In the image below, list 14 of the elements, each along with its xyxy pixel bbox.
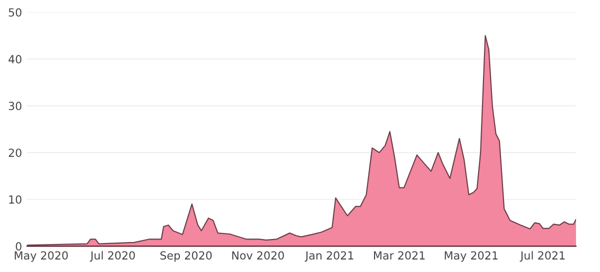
x-tick-label: Nov 2020 (232, 251, 284, 260)
x-tick-label: Jan 2021 (304, 251, 354, 262)
x-tick-label: Mar 2021 (374, 251, 425, 260)
x-tick-label: May 2020 (14, 251, 68, 262)
y-tick-label: 40 (8, 55, 22, 64)
x-tick-label: May 2021 (444, 251, 498, 262)
x-tick-label: Jul 2021 (520, 251, 565, 262)
x-tick-label: Sep 2020 (160, 251, 212, 262)
y-tick-label: 50 (8, 8, 22, 17)
y-tick-label: 0 (16, 242, 22, 251)
y-tick-label: 20 (8, 148, 22, 157)
y-tick-label: 30 (8, 102, 22, 110)
x-tick-label: Jul 2020 (90, 251, 135, 262)
y-tick-label: 10 (9, 195, 22, 204)
